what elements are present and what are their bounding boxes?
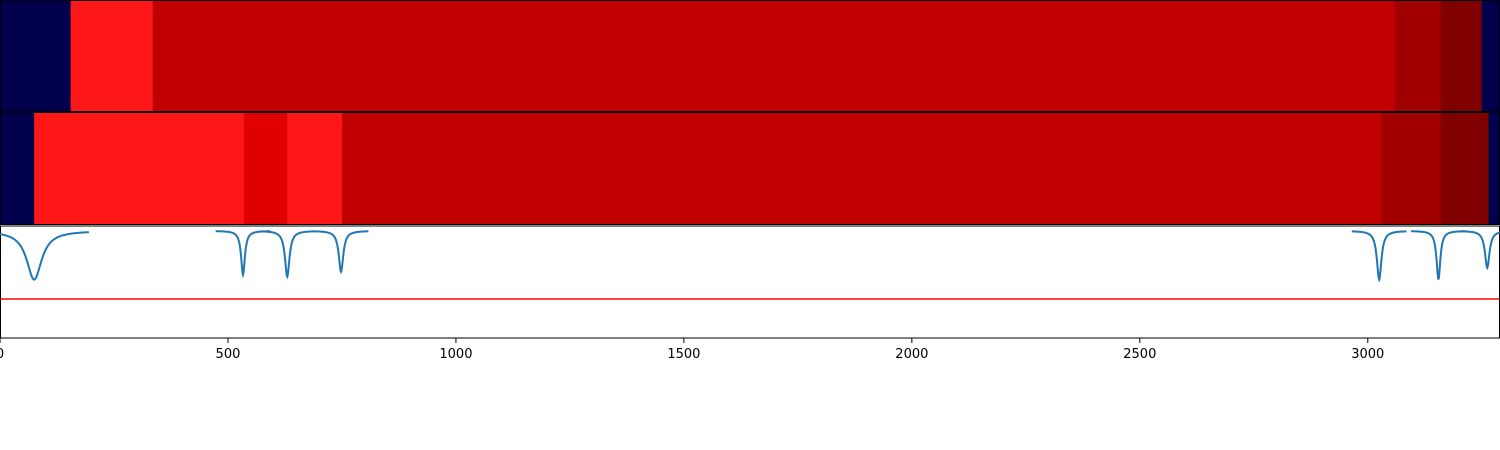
- x-tick-label-6: 3000: [1351, 347, 1384, 362]
- heatmap-bottom-segment-7: [1488, 113, 1500, 225]
- line-panel: [0, 225, 1500, 339]
- heatmap-top-segment-4: [1440, 1, 1483, 112]
- heatmap-top-segment-3: [1395, 1, 1442, 112]
- series-0-dip-6: [1459, 230, 1500, 271]
- series-0-dip-4: [1351, 230, 1407, 283]
- heatmap-bottom-segment-4: [341, 113, 1382, 225]
- series-0-dip-0: [0, 231, 89, 281]
- heatmap-bottom-segment-5: [1381, 113, 1442, 225]
- x-tick-label-5: 2500: [1123, 347, 1156, 362]
- x-tick-label-0: 0: [0, 347, 4, 362]
- heatmap-bottom-segment-3: [287, 113, 343, 225]
- heatmap-bottom-segment-1: [34, 113, 245, 225]
- heatmap-bottom-segment-0: [0, 113, 35, 225]
- heatmap-top-segment-5: [1481, 1, 1500, 112]
- line-panel-frame: [0, 225, 1500, 339]
- heatmap-top-segment-0: [0, 1, 72, 112]
- series-0-dip-5: [1411, 230, 1466, 280]
- heatmap-top-segment-2: [152, 1, 1396, 112]
- heatmap-bottom-segment-6: [1440, 113, 1490, 225]
- x-tick-label-4: 2000: [895, 347, 928, 362]
- heatmap-top: [0, 0, 1500, 112]
- x-axis: 0 500 1000 1500 2000 2500 3000: [0, 338, 1384, 362]
- series-0-dip-3: [313, 230, 369, 275]
- series-0-dip-2: [259, 230, 315, 280]
- heatmap-bottom: [0, 112, 1500, 225]
- heatmap-top-segment-1: [70, 1, 154, 112]
- x-tick-label-3: 1500: [667, 347, 700, 362]
- x-tick-label-1: 500: [216, 347, 241, 362]
- x-tick-label-2: 1000: [439, 347, 472, 362]
- heatmap-bottom-segment-2: [243, 113, 288, 225]
